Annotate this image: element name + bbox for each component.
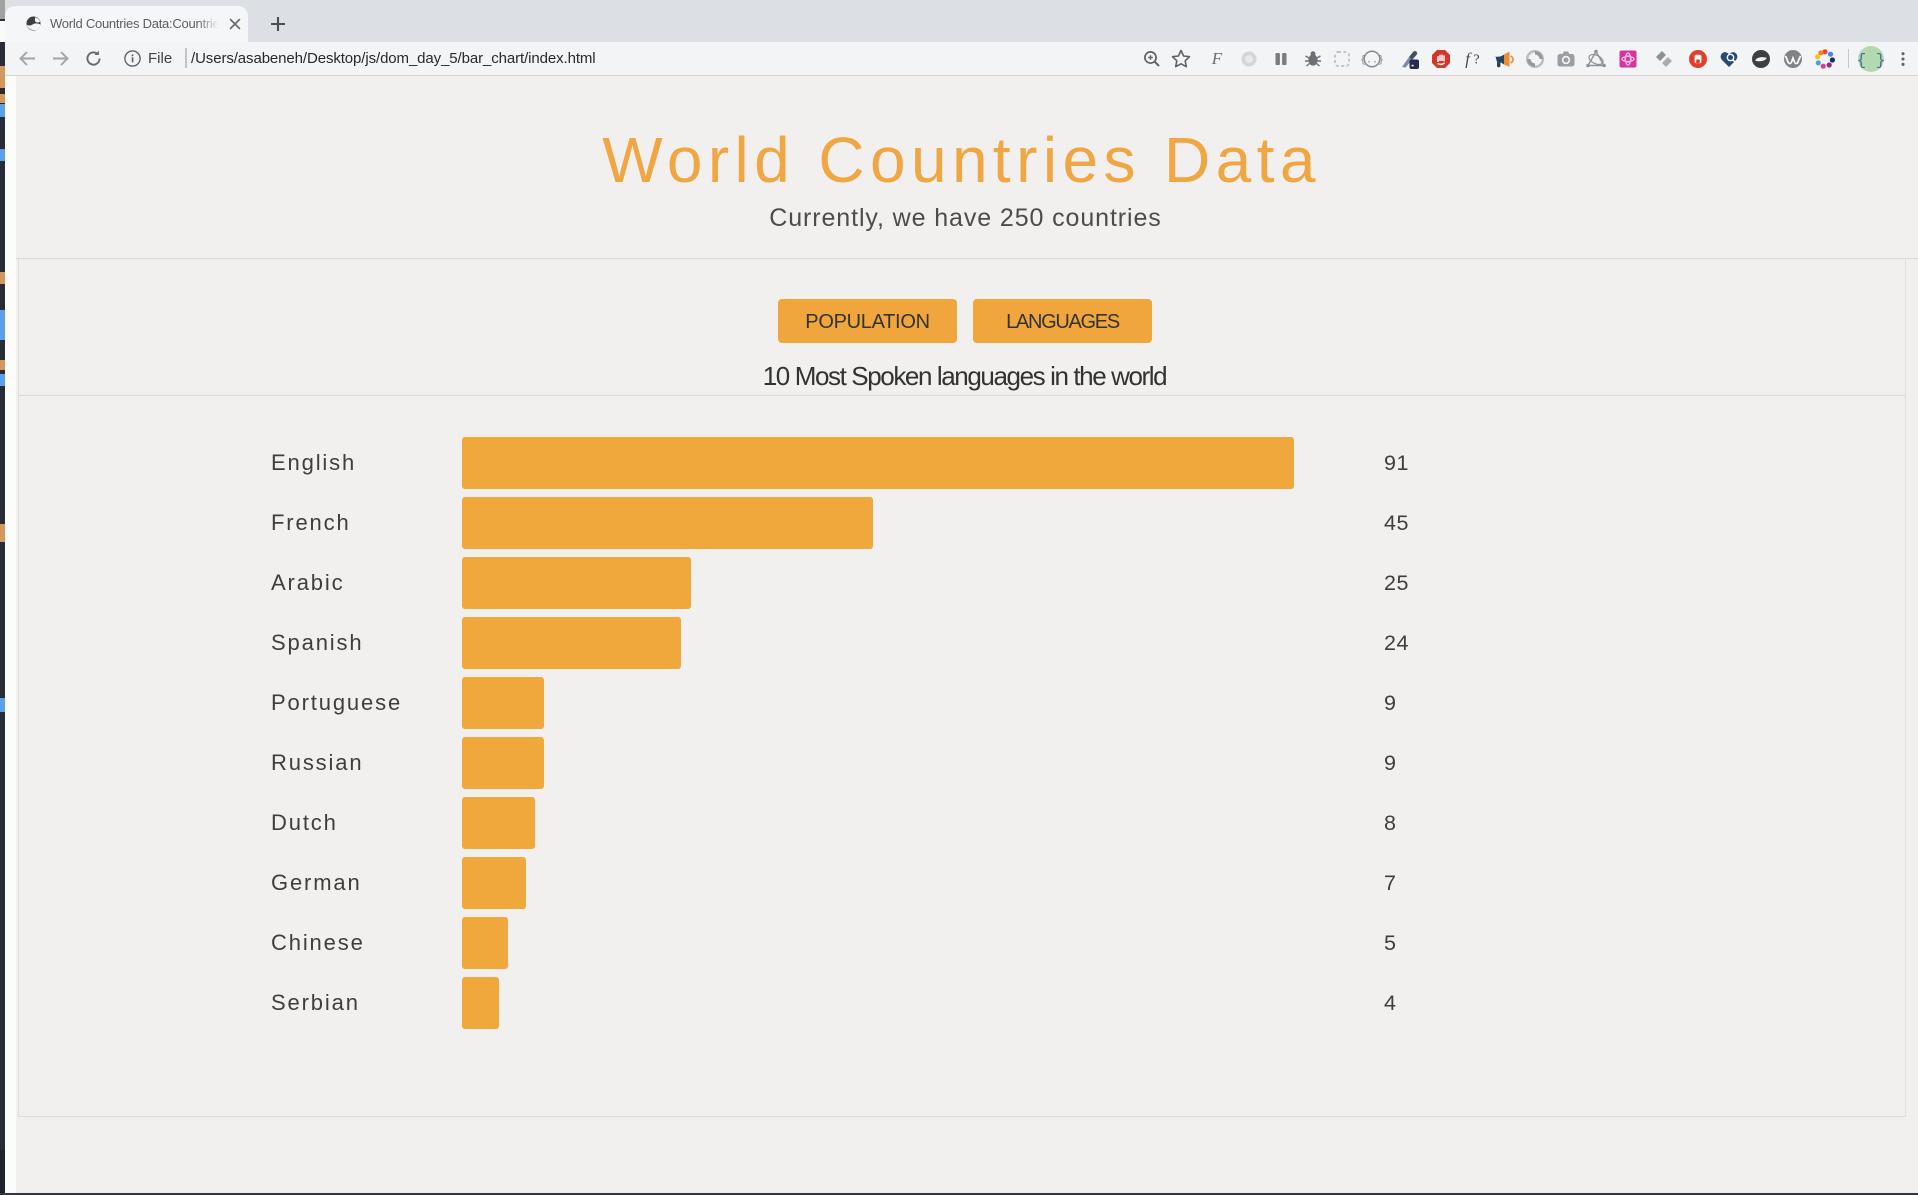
- svg-text:{ }: { }: [1857, 51, 1885, 69]
- svg-text:{..}: {..}: [1361, 54, 1383, 66]
- svg-text:f: f: [1465, 49, 1472, 68]
- svg-text:F: F: [1211, 49, 1223, 68]
- svg-text:?: ?: [1473, 52, 1479, 67]
